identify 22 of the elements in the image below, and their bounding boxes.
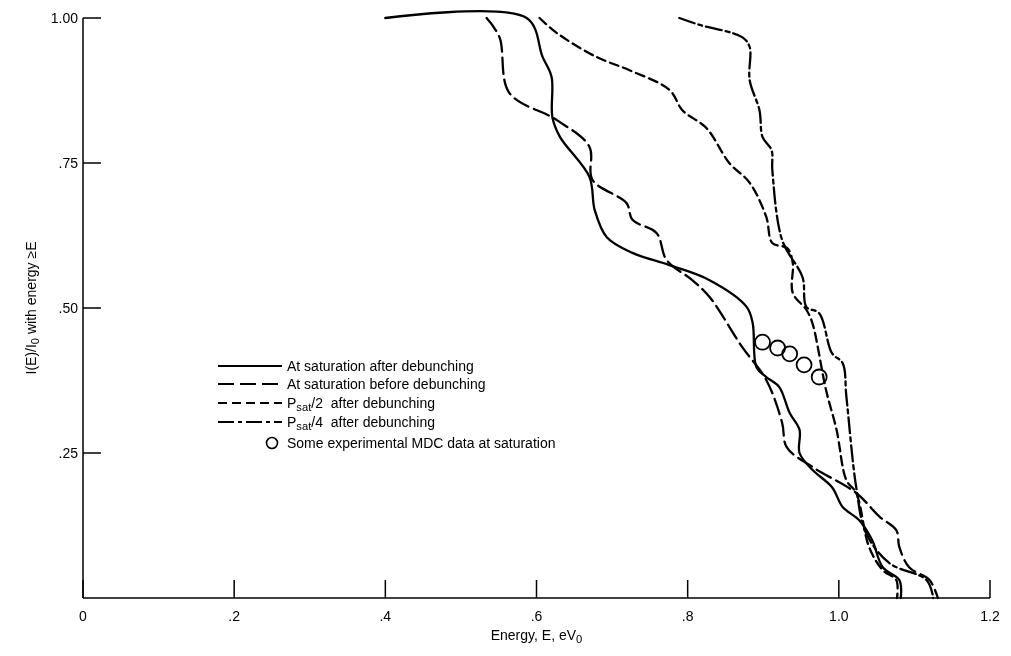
x-tick-label: .2 [228,607,241,624]
legend-label: At saturation after debunching [287,358,474,374]
x-tick-label: .6 [530,607,543,624]
x-tick-label: 1.2 [980,607,1000,624]
x-axis-title: Energy, E, eV$_{0}$ [490,627,583,646]
y-tick-label: .25 [58,444,79,461]
x-tick-label: .4 [379,607,392,624]
y-tick-label: 1.00 [50,9,79,26]
point [754,333,771,351]
point [769,339,787,357]
x-tick-label: 1.0 [829,607,849,624]
x-tick-label: .8 [681,607,694,624]
legend-label: P$_{sat}$/2 after debunching [287,395,436,414]
legend-label: Some experimental MDC data at saturation [287,435,556,451]
y-tick-label: .75 [58,154,79,171]
point [781,345,799,363]
legend-label: At saturation before debunching [287,376,486,392]
y-tick-label: .50 [58,299,79,316]
legend-label: P$_{sat}$/4 after debunching [287,414,436,433]
point [810,368,828,386]
point [795,356,813,374]
x-tick-label: 0 [79,607,88,624]
